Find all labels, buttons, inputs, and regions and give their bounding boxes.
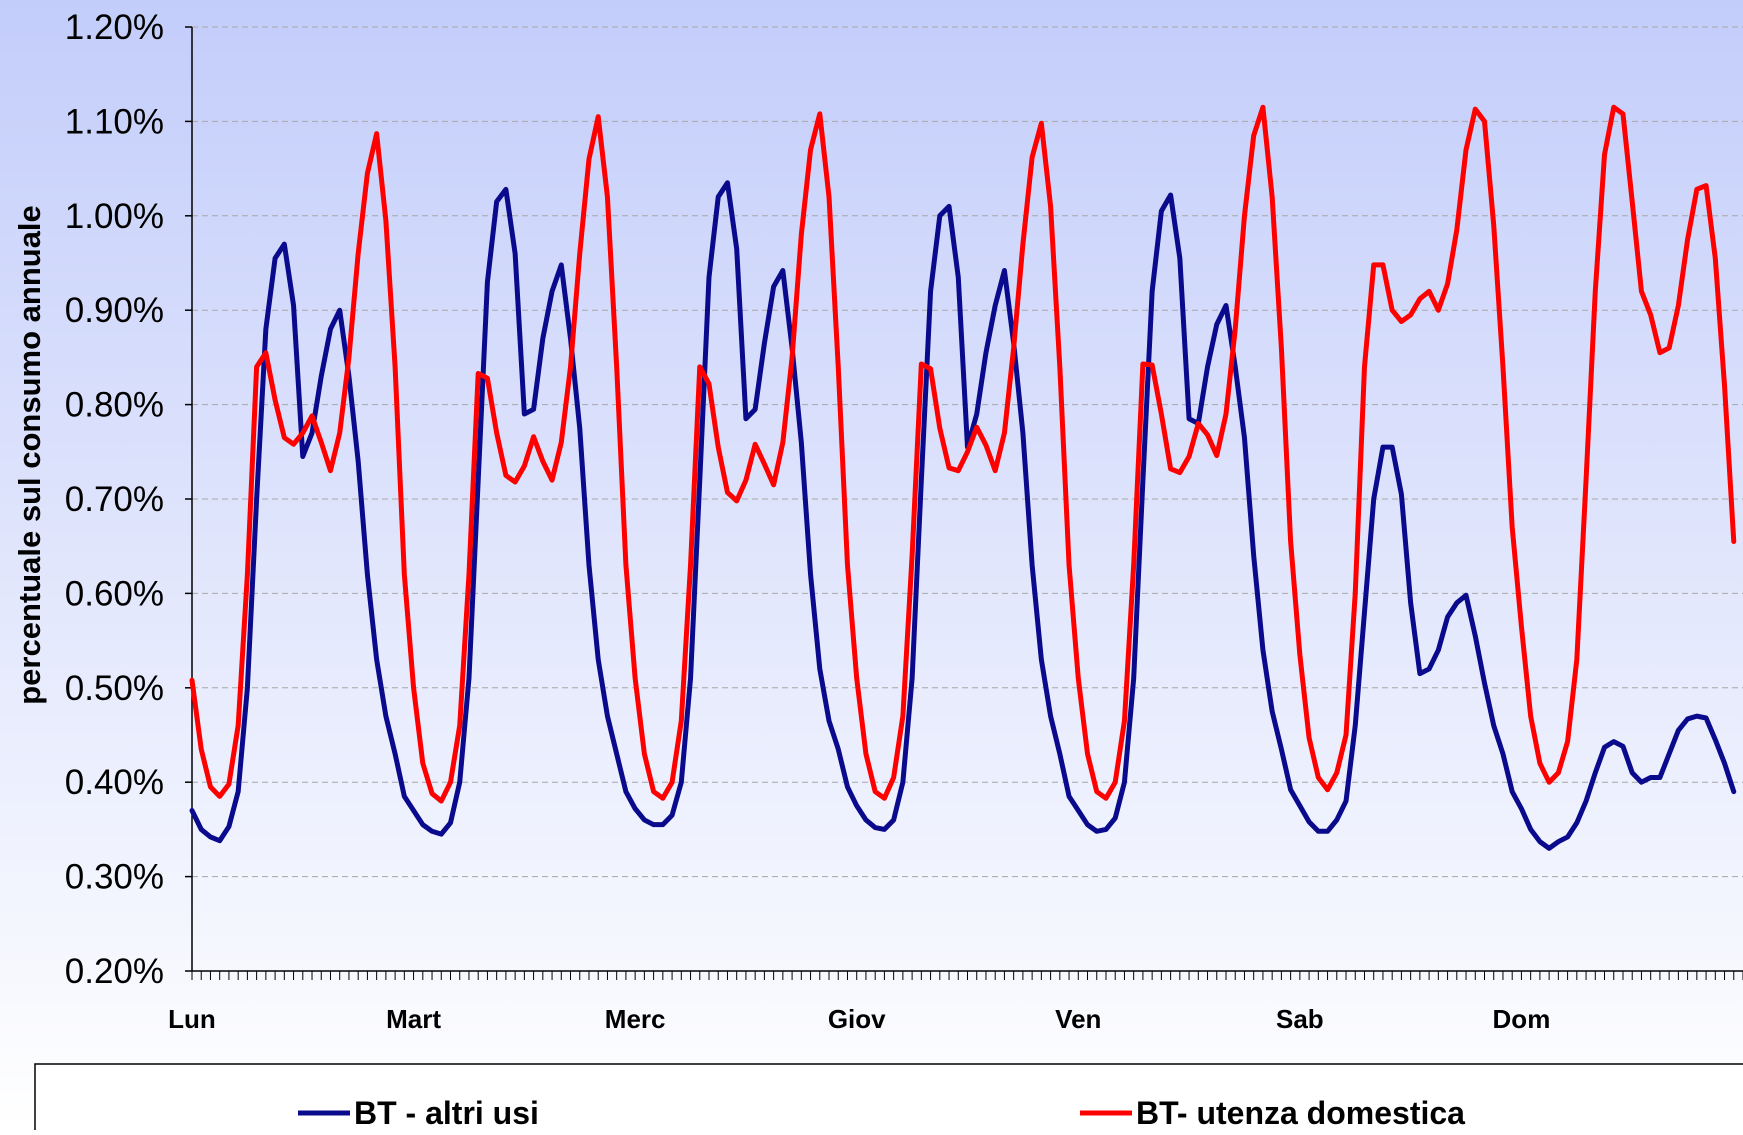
x-tick-label: Merc	[605, 1004, 666, 1034]
series-lines	[189, 104, 1737, 851]
y-tick-label: 1.20%	[65, 8, 164, 47]
y-tick-label: 1.00%	[65, 197, 164, 236]
x-tick-label: Ven	[1055, 1004, 1101, 1034]
y-tick-label: 1.10%	[65, 102, 164, 141]
legend-label-utenza-domestica: BT- utenza domestica	[1136, 1095, 1465, 1130]
y-tick-label: 0.30%	[65, 858, 164, 897]
y-tick-labels: 0.20% 0.30% 0.40% 0.50% 0.60% 0.70% 0.80% 0.90%…	[65, 8, 164, 991]
y-tick-label: 0.20%	[65, 952, 164, 991]
x-tick-labels: Lun Mart Merc Giov Ven Sab Dom	[168, 1004, 1550, 1034]
y-axis-label: percentuale sul consumo annuale	[12, 205, 47, 705]
x-tick-label: Lun	[168, 1004, 216, 1034]
x-tick-label: Dom	[1493, 1004, 1551, 1034]
y-tick-label: 0.60%	[65, 574, 164, 613]
y-tick-label: 0.50%	[65, 669, 164, 708]
x-tick-label: Mart	[386, 1004, 441, 1034]
series-line-0	[189, 180, 1737, 851]
axes	[191, 27, 1743, 980]
legend: BT - altri usi BT- utenza domestica	[34, 1063, 1743, 1135]
x-tick-label: Giov	[828, 1004, 886, 1034]
y-tick-label: 0.70%	[65, 480, 164, 519]
y-tick-label: 0.40%	[65, 763, 164, 802]
y-tick-label: 0.90%	[65, 291, 164, 330]
y-tick-label: 0.80%	[65, 386, 164, 425]
x-tick-label: Sab	[1276, 1004, 1324, 1034]
legend-label-altri-usi: BT - altri usi	[354, 1095, 539, 1130]
series-line-1	[189, 104, 1737, 804]
legend-box	[34, 1063, 1743, 1135]
